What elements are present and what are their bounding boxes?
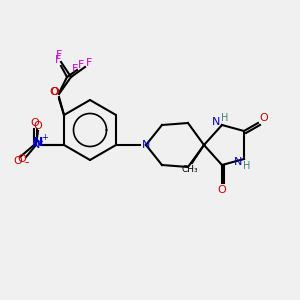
Text: F: F — [72, 64, 78, 74]
Text: O: O — [18, 154, 26, 164]
Text: N: N — [33, 136, 43, 149]
Text: N: N — [212, 117, 220, 127]
Text: F: F — [78, 60, 84, 70]
Text: F: F — [86, 58, 92, 68]
Text: -: - — [25, 157, 29, 167]
Text: F: F — [55, 55, 61, 65]
Text: F: F — [56, 50, 62, 60]
Text: O: O — [260, 113, 268, 123]
Text: O: O — [34, 121, 42, 131]
Text: N: N — [234, 157, 242, 167]
Text: O: O — [218, 185, 226, 195]
Text: H: H — [221, 113, 229, 123]
Text: ⁻: ⁻ — [23, 160, 28, 170]
Text: O: O — [31, 118, 39, 128]
Text: N: N — [142, 140, 150, 150]
Text: +: + — [42, 133, 49, 142]
Text: H: H — [243, 161, 251, 171]
Text: CH₃: CH₃ — [182, 166, 198, 175]
Text: N: N — [32, 140, 40, 150]
Text: +: + — [37, 136, 44, 146]
Text: O: O — [14, 156, 22, 166]
Text: O: O — [51, 87, 59, 97]
Text: O: O — [50, 87, 58, 97]
